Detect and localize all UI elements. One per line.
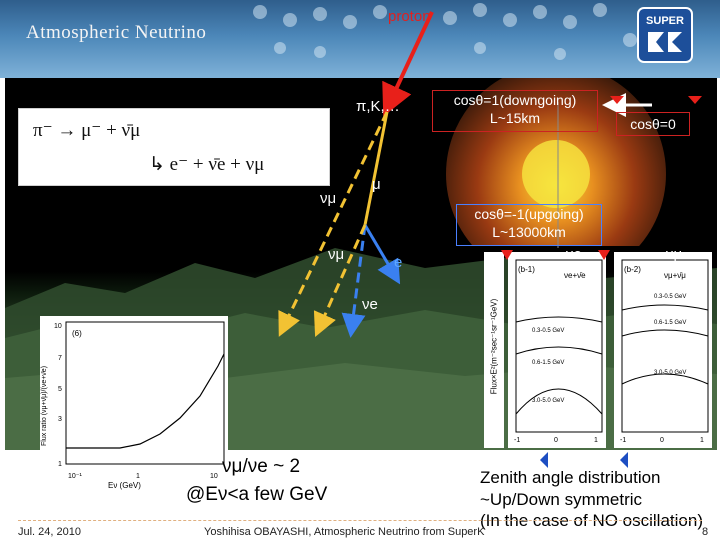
downgoing-box: cosθ=1(downgoing) L~15km: [432, 90, 598, 132]
upgoing-box: cosθ=-1(upgoing) L~13000km: [456, 204, 602, 246]
svg-text:3.0-5.0 GeV: 3.0-5.0 GeV: [532, 398, 564, 404]
svg-text:5: 5: [58, 386, 62, 393]
footer-author: Yoshihisa OBAYASHI, Atmospheric Neutrino…: [204, 526, 485, 538]
nue-label: νe: [362, 296, 378, 313]
page-title: Atmospheric Neutrino: [26, 22, 207, 43]
super-k-logo: SUPER: [637, 7, 693, 63]
svg-text:-1: -1: [620, 437, 626, 444]
nue-plot-title: νe: [566, 246, 582, 263]
footer-date: Jul. 24, 2010: [18, 526, 81, 538]
svg-text:10⁻¹: 10⁻¹: [68, 473, 82, 480]
svg-text:Flux ratio (νμ+ν̄μ)/(νe+ν̄e): Flux ratio (νμ+ν̄μ)/(νe+ν̄e): [41, 366, 48, 446]
svg-text:3.0-5.0 GeV: 3.0-5.0 GeV: [654, 370, 686, 376]
zenith-text-3: (In the case of NO oscillation): [480, 511, 703, 530]
zenith-chart-numu: (b-2) νμ+ν̄μ 0.3-0.5 GeV 0.6-1.5 GeV 3.0…: [620, 259, 709, 444]
svg-text:0.6-1.5 GeV: 0.6-1.5 GeV: [654, 320, 686, 326]
formula-line-1: π⁻ → μ⁻ + ν̄μ: [33, 120, 141, 141]
svg-text:νμ+ν̄μ: νμ+ν̄μ: [664, 271, 686, 280]
svg-text:(b-2): (b-2): [624, 265, 641, 274]
svg-text:0.3-0.5 GeV: 0.3-0.5 GeV: [654, 294, 686, 300]
svg-text:1: 1: [58, 461, 62, 468]
horizontal-box: cosθ=0: [616, 112, 690, 136]
numu-label-2: νμ: [328, 246, 345, 263]
formula-line-2: ↳ e⁻ + ν̄e + νμ: [149, 154, 265, 175]
svg-text:0.6-1.5 GeV: 0.6-1.5 GeV: [532, 360, 564, 366]
zenith-text-1: Zenith angle distribution: [480, 468, 661, 487]
zenith-ylabel-strip: Flux×E²(m⁻²sec⁻¹sr⁻¹GeV): [484, 252, 504, 448]
pion-label: π,K,…: [356, 98, 400, 115]
pion-decay-formula: π⁻ → μ⁻ + ν̄μ ↳ e⁻ + ν̄e + νμ: [18, 108, 330, 186]
zenith-plot-nue: (b-1) νe+ν̄e 0.3-0.5 GeV 0.6-1.5 GeV 3.0…: [508, 252, 606, 448]
ratio-line-1: νμ/νe ~ 2: [222, 456, 301, 477]
banner-pattern: [253, 3, 637, 60]
svg-text:1: 1: [700, 437, 704, 444]
footer-page: 8: [702, 526, 709, 538]
downgoing-distance: L~15km: [489, 110, 541, 126]
proton-label: proton: [388, 8, 431, 25]
zenith-text-2: ~Up/Down symmetric: [480, 490, 643, 509]
ratio-line-2: @Eν<a few GeV: [186, 484, 328, 505]
svg-text:0.3-0.5 GeV: 0.3-0.5 GeV: [532, 328, 564, 334]
header-banner: Atmospheric Neutrino SUPER: [0, 0, 720, 78]
muon-label: μ: [372, 176, 381, 193]
svg-text:Eν (GeV): Eν (GeV): [108, 481, 141, 490]
svg-text:3: 3: [58, 416, 62, 423]
zenith-chart-nue: (b-1) νe+ν̄e 0.3-0.5 GeV 0.6-1.5 GeV 3.0…: [514, 259, 603, 444]
footer-divider: [18, 520, 702, 521]
svg-text:(6): (6): [72, 329, 82, 338]
flux-ratio-chart: (6) 10 7 5 3 1 Flux ratio (νμ+ν̄μ)/(νe+ν…: [41, 321, 225, 490]
numu-label-1: νμ: [320, 190, 337, 207]
svg-text:10: 10: [54, 323, 62, 330]
numu-plot-title: νμ: [666, 246, 683, 263]
zenith-ylabel: Flux×E²(m⁻²sec⁻¹sr⁻¹GeV): [489, 298, 499, 395]
svg-text:0: 0: [554, 437, 558, 444]
downgoing-label: cosθ=1(downgoing): [453, 92, 577, 108]
flux-ratio-plot: (6) 10 7 5 3 1 Flux ratio (νμ+ν̄μ)/(νe+ν…: [40, 316, 228, 490]
svg-text:0: 0: [660, 437, 664, 444]
zenith-plot-numu: (b-2) νμ+ν̄μ 0.3-0.5 GeV 0.6-1.5 GeV 3.0…: [614, 252, 712, 448]
upgoing-distance: L~13000km: [492, 224, 566, 240]
svg-text:νe+ν̄e: νe+ν̄e: [564, 271, 586, 280]
electron-label: e: [394, 254, 403, 271]
svg-text:1: 1: [594, 437, 598, 444]
svg-text:10: 10: [210, 473, 218, 480]
svg-text:1: 1: [136, 473, 140, 480]
svg-text:SUPER: SUPER: [646, 15, 684, 27]
svg-text:(b-1): (b-1): [518, 265, 535, 274]
svg-text:7: 7: [58, 355, 62, 362]
upgoing-label: cosθ=-1(upgoing): [474, 206, 584, 222]
svg-text:-1: -1: [514, 437, 520, 444]
